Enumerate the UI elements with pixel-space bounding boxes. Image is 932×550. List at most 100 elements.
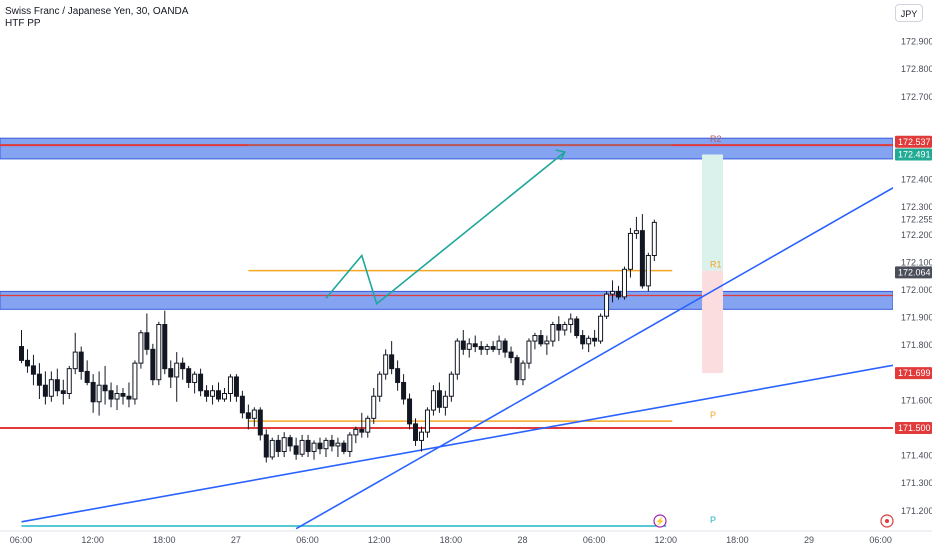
y-tick-label: 172.400 [901,175,932,185]
candle-body [365,417,371,433]
candle-body [227,376,233,395]
candle-body [239,395,245,414]
candle-body [520,362,526,381]
candle-body [42,384,48,397]
candle-body [221,393,227,400]
candle-body [454,340,460,375]
candle-body [532,335,538,342]
lightning-icon [653,514,667,528]
candle-body [478,346,484,350]
position-loss-area [702,270,723,374]
candle-body [538,335,544,345]
candle-body [484,346,490,350]
candle-body [317,442,323,450]
candle-body [198,373,204,392]
candle-body [114,393,120,400]
y-tick-label: 171.200 [901,506,932,516]
lightning-glyph: ⚡ [655,516,665,526]
candle-body [550,324,556,342]
candle-body [466,343,472,350]
x-tick-label: 12:00 [654,535,677,545]
alert-icon-dot [885,519,889,523]
candle-body [592,337,598,342]
candle-body [78,351,84,372]
candle-body [66,368,72,395]
candle-body [347,434,353,452]
candle-body [490,346,496,350]
candle-body [627,232,633,270]
candle-body [359,428,365,433]
y-tick-label: 172.100 [901,257,932,267]
x-tick-label: 27 [231,535,241,545]
candle-body [418,431,424,441]
indicator-label: HTF PP [5,18,41,29]
candle-body [586,337,592,345]
candle-body [544,340,550,345]
candle-body [251,409,257,419]
candle-body [436,390,442,408]
candle-body [341,442,347,452]
candle-body [19,346,24,361]
candle-body [645,255,651,287]
price-badge [895,148,932,161]
x-tick-label: 06:00 [296,535,319,545]
y-tick-label: 172.200 [901,230,932,240]
candle-body [24,359,30,367]
candle-body [281,437,287,452]
candle-body [556,324,562,331]
candle-body [108,390,114,400]
price-badge [895,422,932,434]
candle-body [30,365,36,375]
y-tick-label: 171.600 [901,395,932,405]
candle-body [186,368,192,383]
candle-body [138,332,144,364]
candle-body [287,437,293,447]
candle-body [604,293,610,317]
candle-body [407,398,413,425]
candle-body [580,335,586,345]
x-tick-label: 18:00 [440,535,463,545]
candle-body [329,439,335,447]
candle-body [430,390,436,411]
candle-body [568,318,574,326]
trendline-0 [21,362,906,523]
pivot-label-1: R1 [710,260,722,270]
pivot-label-2: P [710,410,716,420]
candle-body [639,230,645,287]
candle-body [598,315,604,342]
candle-body [192,373,198,383]
candle-body [96,384,102,403]
lower-support-zone [0,290,894,310]
y-tick-label: 172.800 [901,64,932,74]
candle-body [144,332,150,350]
projection-arrowhead [555,149,566,161]
candle-body [204,390,210,397]
candle-body [389,354,395,370]
y-tick-label: 172.255 [901,215,932,225]
candle-body [401,381,407,400]
candle-body [562,324,568,331]
trendline-1 [295,180,906,530]
candle-body [84,370,90,383]
chart-legend: Swiss Franc / Japanese Yen, 30, OANDA HT… [5,6,188,30]
candle-body [168,368,174,378]
candle-body [305,439,311,452]
candle-body [383,354,389,375]
y-tick-label: 172.700 [901,92,932,102]
candle-body [60,390,66,394]
projection-path [325,151,566,306]
price-badge-label: 172.491 [898,149,931,159]
price-badge [895,266,932,279]
candle-body [257,409,263,436]
y-tick-label: 172.000 [901,285,932,295]
candle-body [293,445,299,455]
candle-body [156,324,162,381]
currency-badge[interactable]: JPY [895,4,923,22]
candle-body [424,409,430,433]
candle-body [120,393,126,397]
candle-body [150,348,156,381]
candle-body [448,373,454,397]
candle-body [395,368,401,383]
price-badge-label: 171.500 [898,423,931,433]
